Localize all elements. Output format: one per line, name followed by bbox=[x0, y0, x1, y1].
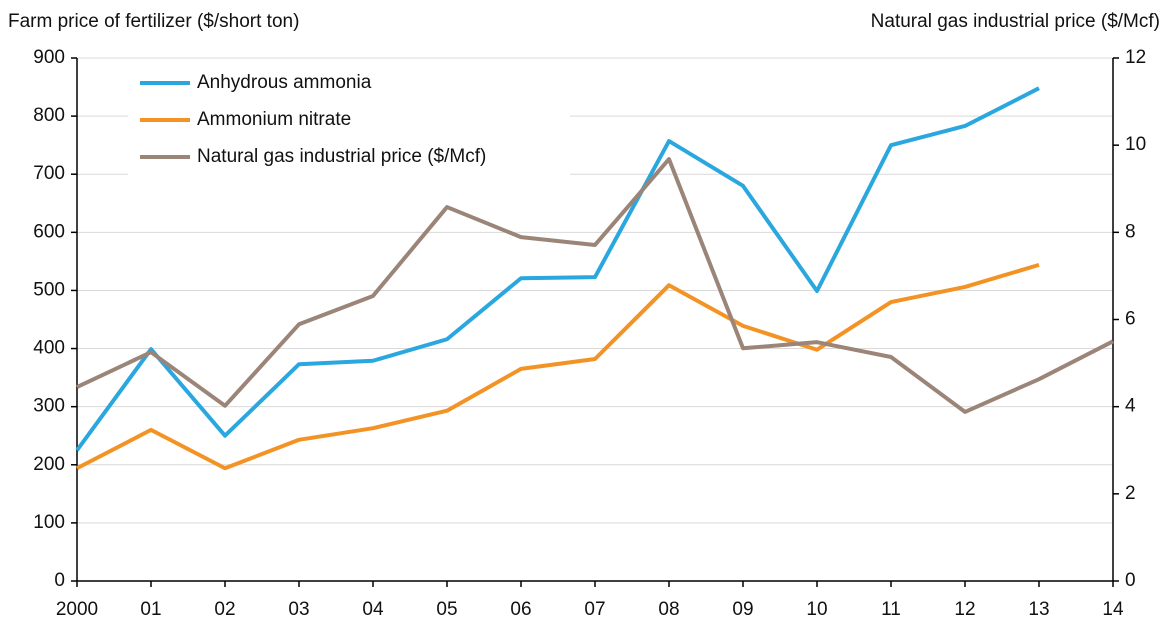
x-tick-label: 13 bbox=[1028, 599, 1049, 620]
y-tick-label: 700 bbox=[33, 163, 65, 184]
x-tick-label: 01 bbox=[140, 599, 161, 620]
x-tick-label: 2000 bbox=[56, 599, 98, 620]
y-tick-label: 400 bbox=[33, 338, 65, 359]
y-tick-label: 600 bbox=[33, 221, 65, 242]
x-tick-label: 06 bbox=[510, 599, 531, 620]
x-tick-label: 04 bbox=[362, 599, 384, 620]
legend-box bbox=[128, 64, 570, 176]
x-tick-label: 08 bbox=[658, 599, 679, 620]
y2-tick-label: 8 bbox=[1125, 221, 1136, 242]
series-line bbox=[76, 157, 1114, 414]
series-line bbox=[75, 86, 1040, 452]
y-tick-label: 100 bbox=[33, 512, 65, 533]
x-tick-label: 02 bbox=[214, 599, 235, 620]
x-tick-label: 12 bbox=[954, 599, 975, 620]
y-tick-label: 0 bbox=[54, 570, 65, 591]
series-line bbox=[76, 262, 1040, 471]
y2-tick-label: 12 bbox=[1125, 47, 1146, 68]
y-axis-label: Farm price of fertilizer ($/short ton) bbox=[8, 11, 299, 32]
x-tick-label: 05 bbox=[436, 599, 457, 620]
y2-tick-label: 0 bbox=[1125, 570, 1136, 591]
legend-label: Natural gas industrial price ($/Mcf) bbox=[197, 146, 486, 167]
y-tick-label: 900 bbox=[33, 47, 65, 68]
x-tick-label: 03 bbox=[288, 599, 309, 620]
legend-label: Ammonium nitrate bbox=[197, 109, 351, 130]
y-tick-label: 800 bbox=[33, 105, 65, 126]
x-tick-label: 11 bbox=[881, 599, 901, 620]
x-tick-label: 10 bbox=[806, 599, 827, 620]
x-tick-label: 07 bbox=[584, 599, 605, 620]
y2-tick-label: 10 bbox=[1125, 134, 1146, 155]
y2-tick-label: 2 bbox=[1125, 483, 1136, 504]
x-tick-label: 09 bbox=[732, 599, 753, 620]
y2-tick-label: 4 bbox=[1125, 396, 1136, 417]
y-tick-label: 500 bbox=[33, 279, 65, 300]
legend-label: Anhydrous ammonia bbox=[197, 72, 372, 93]
y-tick-label: 300 bbox=[33, 396, 65, 417]
y-tick-label: 200 bbox=[33, 454, 65, 475]
y2-axis-label: Natural gas industrial price ($/Mcf) bbox=[871, 11, 1160, 32]
x-tick-label: 14 bbox=[1102, 599, 1124, 620]
y2-tick-label: 6 bbox=[1125, 309, 1136, 330]
